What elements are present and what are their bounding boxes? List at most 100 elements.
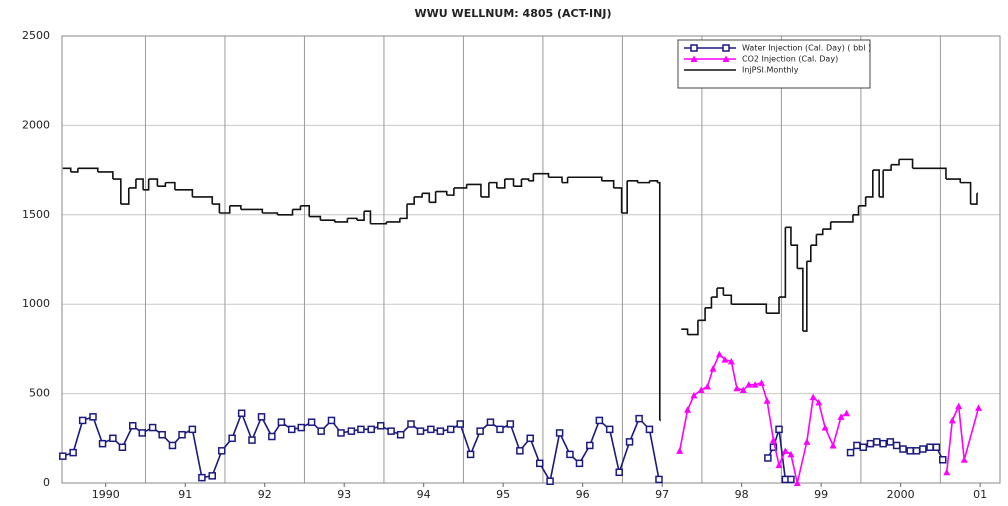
marker [960, 456, 968, 463]
marker [248, 436, 256, 444]
step-segment [681, 328, 689, 335]
marker [943, 468, 951, 476]
marker [815, 399, 823, 406]
step-segment [872, 169, 880, 197]
marker [906, 447, 914, 455]
marker [277, 418, 286, 426]
step-segment [143, 179, 150, 191]
step-segment [883, 164, 892, 171]
marker [775, 461, 783, 469]
marker [722, 55, 730, 62]
grid [62, 35, 1000, 484]
marker [98, 439, 107, 448]
step-segment [70, 168, 79, 173]
marker [769, 443, 778, 451]
marker [59, 452, 67, 460]
marker [69, 448, 77, 457]
step-segment [480, 182, 490, 198]
step-segment [422, 192, 431, 203]
series-line [62, 411, 944, 484]
step-segment [62, 167, 72, 172]
step-segment [174, 188, 194, 197]
marker [793, 479, 801, 486]
step-segment [521, 178, 530, 181]
marker [655, 475, 663, 484]
step-segment [496, 179, 506, 189]
step-segment [192, 196, 214, 205]
step-segment [414, 193, 423, 198]
step-segment [723, 294, 733, 305]
step-segment [528, 173, 535, 182]
step-segment [406, 196, 415, 205]
marker [178, 430, 186, 439]
step-segment [785, 226, 792, 246]
step-segment [621, 180, 628, 214]
step-segment [219, 205, 231, 214]
marker [932, 443, 941, 451]
marker [912, 447, 921, 455]
y-tick-label: 1000 [22, 297, 50, 310]
marker [739, 386, 747, 394]
step-segment [912, 167, 947, 180]
marker [138, 429, 147, 437]
step-segment [797, 267, 804, 332]
step-segment [731, 303, 768, 314]
series-line [678, 352, 980, 484]
step-segment [504, 178, 515, 187]
marker [837, 413, 845, 420]
step-segment [347, 217, 358, 221]
marker [575, 459, 584, 468]
legend-label: InjPSI.Monthly [742, 66, 799, 75]
marker [859, 443, 868, 451]
legend-label: Water Injection (Cal. Day) ( bbl ) [742, 44, 871, 53]
step-segment [697, 307, 706, 322]
marker [118, 443, 127, 451]
step-segment [865, 170, 874, 198]
marker [526, 434, 534, 443]
marker [803, 438, 811, 445]
marker [919, 445, 927, 453]
y-tick-label: 2500 [22, 29, 50, 42]
marker [975, 404, 983, 411]
marker [168, 441, 177, 450]
step-segment [112, 178, 122, 205]
step-segment [601, 180, 615, 188]
step-segment [399, 204, 408, 220]
marker [237, 409, 246, 418]
marker [769, 436, 777, 444]
marker [287, 425, 296, 434]
marker [809, 393, 817, 401]
marker [436, 427, 445, 435]
step-segment [779, 227, 787, 298]
step-segment [717, 287, 725, 296]
marker [781, 447, 789, 454]
step-segment [513, 179, 523, 187]
y-tick-label: 2000 [22, 118, 50, 131]
marker [846, 448, 855, 457]
marker [595, 416, 604, 425]
step-segment [128, 179, 137, 189]
step-segment [488, 181, 498, 188]
step-segment [435, 190, 448, 196]
marker [257, 413, 266, 421]
step-segment [613, 187, 623, 214]
step-segment [806, 245, 812, 263]
marker [690, 44, 698, 52]
marker [158, 430, 166, 439]
marker [625, 438, 634, 446]
marker [496, 425, 504, 434]
chart-title: WWU WELLNUM: 4805 (ACT-INJ) [415, 7, 612, 20]
marker [853, 441, 861, 450]
marker [722, 44, 730, 52]
x-tick-label: 91 [178, 488, 192, 501]
x-tick-label: 92 [258, 488, 272, 501]
marker [427, 425, 435, 434]
marker [586, 441, 594, 450]
marker [775, 425, 783, 434]
legend: Water Injection (Cal. Day) ( bbl ) CO2 In… [677, 39, 871, 89]
plot-frame [61, 35, 1001, 484]
x-tick-label: 99 [814, 488, 828, 501]
x-tick-label: 93 [337, 488, 351, 501]
step-segment [212, 203, 221, 214]
step-segment [879, 170, 884, 198]
